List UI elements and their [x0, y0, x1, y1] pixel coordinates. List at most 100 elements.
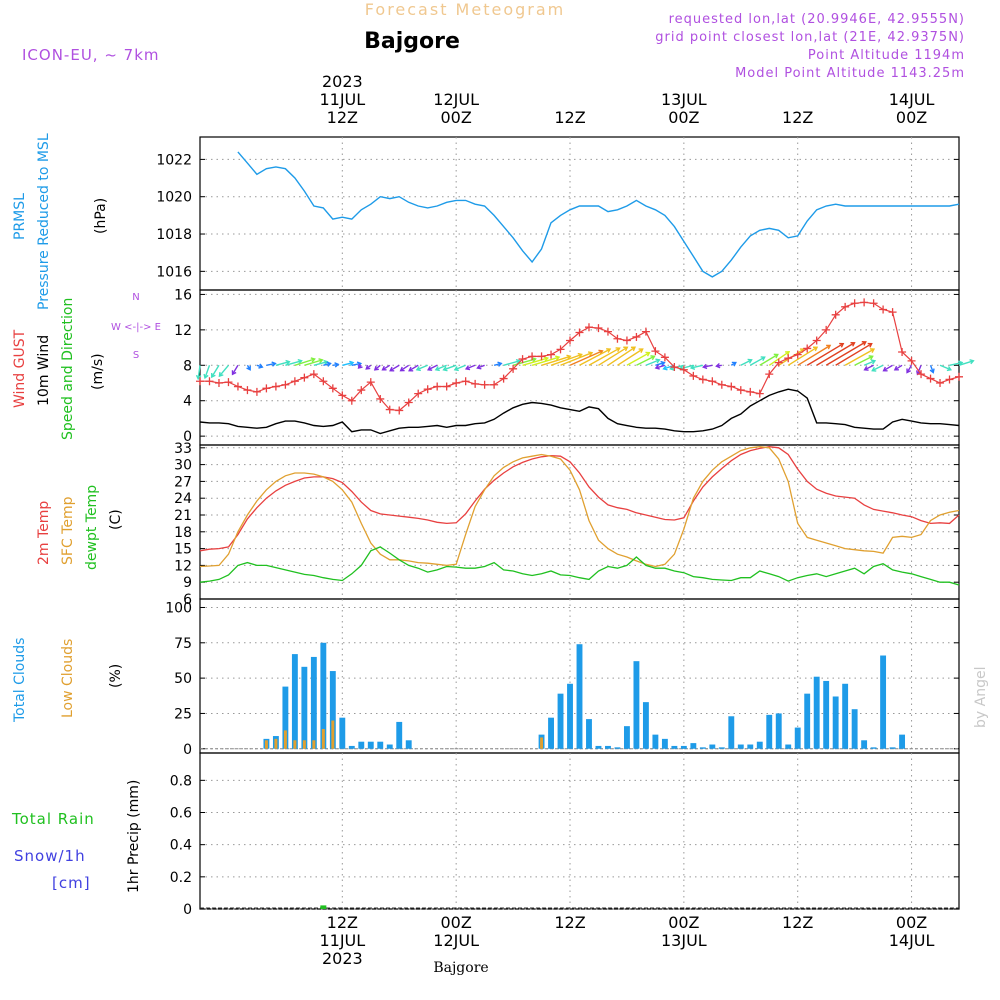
location-title: Bajgore: [364, 29, 460, 54]
total-clouds-bar: [832, 696, 839, 749]
wind-arrowhead: [638, 348, 644, 354]
low-clouds-bar: [293, 740, 297, 749]
low-clouds-bar: [264, 740, 268, 749]
total-clouds-bar: [775, 713, 782, 749]
wind-direction-arrow: [285, 360, 302, 366]
gust-marker: [907, 356, 916, 365]
wind-direction-arrow: [939, 364, 952, 371]
wind-arrowhead: [211, 372, 216, 379]
total-clouds-bar: [567, 683, 573, 749]
gust-marker: [290, 377, 299, 386]
y-tick-label: 1018: [156, 227, 192, 243]
y-tick-label: 0.4: [170, 838, 192, 854]
temp-unit-label: (C): [108, 509, 124, 530]
gust-marker: [575, 328, 584, 337]
wind-direction-arrow: [679, 364, 694, 370]
wind-direction-arrow: [342, 361, 354, 366]
total-clouds-bar: [301, 666, 308, 749]
wind-arrowhead: [623, 346, 629, 352]
wind-direction-arrow: [522, 357, 548, 366]
wind-arrowhead: [577, 352, 583, 359]
wind-arrowhead: [334, 362, 340, 368]
snow-label: Snow/1h: [14, 847, 86, 865]
gust-marker: [831, 310, 840, 319]
gust-marker: [955, 372, 963, 381]
gust-marker: [300, 373, 309, 382]
y-tick-label: 25: [174, 706, 192, 722]
wind-direction-arrow: [560, 352, 593, 366]
top-time-label: 12Z: [782, 108, 813, 127]
gust-marker: [556, 345, 565, 354]
total-clouds-bar: [690, 743, 697, 749]
wind-arrowhead: [323, 359, 329, 366]
wind-arrowhead: [427, 365, 433, 371]
wind-arrowhead: [357, 363, 363, 369]
wind-direction-arrow: [197, 365, 201, 379]
wind-arrowhead: [869, 348, 876, 353]
gust-marker: [376, 394, 385, 403]
y-tick-label: 1022: [156, 152, 192, 168]
total-clouds-bar: [804, 693, 811, 749]
wind-direction-arrow: [636, 355, 655, 366]
gust-marker: [822, 325, 831, 334]
wind-direction-arrow: [351, 362, 361, 366]
gust-marker: [651, 347, 660, 356]
total-clouds-bar: [756, 741, 763, 749]
total-clouds-bar: [842, 683, 849, 749]
wind-direction-arrow: [231, 364, 239, 375]
low-clouds-bar: [283, 730, 287, 749]
y-tick-label: 21: [174, 508, 192, 524]
wind-direction-arrow: [958, 360, 974, 366]
wind-direction-arrow: [806, 343, 844, 366]
wind-arrowhead: [310, 357, 316, 363]
wind-direction-arrow: [211, 364, 220, 378]
total-clouds-bar: [282, 686, 289, 749]
gust-marker: [936, 379, 945, 387]
wind-direction-arrow: [854, 355, 873, 366]
gust-marker: [442, 382, 451, 391]
precip-unit-label: 1hr Precip (mm): [126, 780, 142, 893]
y-tick-label: 12: [174, 323, 192, 339]
wind-direction-arrow: [864, 364, 874, 371]
gust-marker: [727, 382, 736, 391]
wind-arrowhead: [531, 357, 537, 363]
low-clouds-bar: [331, 720, 335, 749]
y-tick-label: 0.6: [170, 806, 192, 822]
gust-marker: [784, 354, 793, 363]
low-clouds-bar: [302, 740, 306, 749]
gust-marker: [338, 391, 347, 400]
y-tick-label: 6: [183, 592, 192, 608]
top-time-label: 12Z: [554, 108, 585, 127]
wind-arrowhead: [203, 373, 209, 380]
wind-direction-arrow: [871, 364, 884, 372]
y-tick-label: 33: [174, 441, 192, 457]
total-clouds-bar: [889, 747, 896, 749]
total-clouds-label: Total Clouds: [12, 638, 28, 723]
total-clouds-bar: [595, 745, 602, 749]
wind-arrowhead: [497, 361, 503, 367]
bottom-time-label: 12Z: [327, 913, 358, 932]
model-point-altitude: Model Point Altitude 1143.25m: [735, 66, 965, 81]
wind-arrowhead: [246, 365, 251, 371]
wind-direction-arrow: [541, 355, 571, 366]
clouds-axis-labels: Total Clouds Low Clouds (%): [12, 638, 124, 723]
wind-arrowhead: [689, 364, 696, 370]
gust-marker: [233, 382, 242, 391]
wind-arrowhead: [615, 347, 621, 353]
wind-direction-arrow: [294, 358, 315, 366]
wind-arrowhead: [861, 341, 867, 346]
total-clouds-bar: [405, 740, 412, 749]
gust-marker: [613, 334, 622, 343]
wind-arrowhead: [871, 366, 877, 372]
compass-south: S: [133, 350, 139, 361]
pressure-unit-label: (hPa): [93, 198, 109, 234]
bottom-time-label: 00Z: [896, 913, 927, 932]
gust-marker: [537, 352, 546, 361]
gust-marker: [670, 363, 679, 372]
bottom-time-label: 00Z: [440, 913, 471, 932]
pressure-label-prmsl: PRMSL: [12, 193, 28, 240]
y-tick-label: 24: [174, 491, 192, 507]
